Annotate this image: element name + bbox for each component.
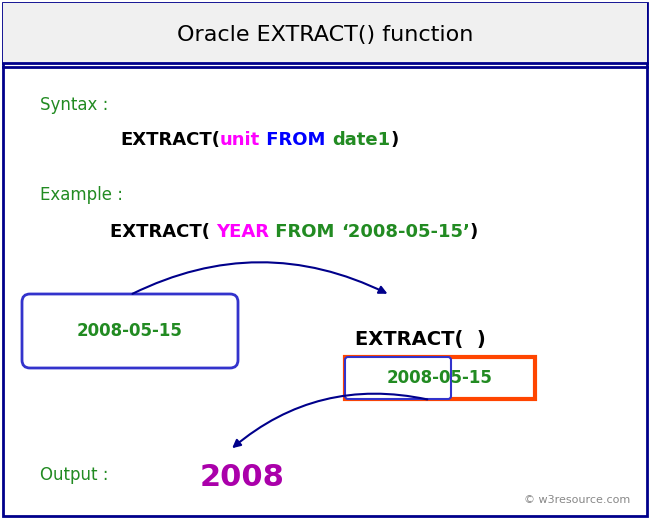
FancyBboxPatch shape	[345, 357, 451, 399]
Text: YEAR: YEAR	[216, 223, 269, 241]
Text: EXTRACT(: EXTRACT(	[120, 131, 220, 149]
Text: Syntax :: Syntax :	[40, 96, 109, 114]
Text: 2008-05-15: 2008-05-15	[77, 322, 183, 340]
Text: ): )	[470, 223, 478, 241]
Text: ‘2008-05-15’: ‘2008-05-15’	[341, 223, 470, 241]
Text: FROM: FROM	[269, 223, 341, 241]
Text: date1: date1	[332, 131, 390, 149]
Text: 2008-05-15: 2008-05-15	[387, 369, 493, 387]
Text: ): )	[390, 131, 398, 149]
Bar	[345, 357, 535, 399]
Text: © w3resource.com: © w3resource.com	[524, 495, 630, 505]
Text: Example :: Example :	[40, 186, 123, 204]
FancyBboxPatch shape	[22, 294, 238, 368]
Text: Output :: Output :	[40, 466, 109, 484]
Text: EXTRACT(  ): EXTRACT( )	[355, 331, 486, 349]
Bar	[3, 3, 647, 63]
Text: EXTRACT(: EXTRACT(	[110, 223, 216, 241]
Text: FROM: FROM	[260, 131, 332, 149]
Text: unit: unit	[220, 131, 260, 149]
Text: Oracle EXTRACT() function: Oracle EXTRACT() function	[177, 25, 473, 45]
Text: 2008: 2008	[200, 463, 285, 493]
